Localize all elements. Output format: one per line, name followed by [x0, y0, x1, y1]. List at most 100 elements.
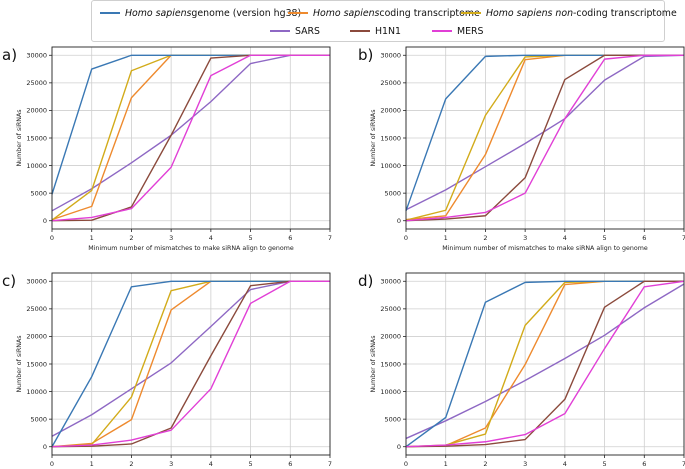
legend-label-rest: coding transcriptome: [379, 7, 480, 19]
legend-item-hg38: Homo sapiens genome (version hg38): [100, 6, 301, 20]
y-tick-label: 20000: [380, 333, 401, 341]
x-tick-label: 0: [404, 460, 408, 468]
y-tick-label: 30000: [380, 278, 401, 286]
y-axis-label: Number of siRNAs: [16, 109, 23, 166]
legend-swatch-sars: [270, 30, 290, 32]
y-tick-label: 10000: [26, 388, 47, 396]
x-tick-label: 5: [603, 234, 607, 242]
y-tick-label: 10000: [380, 162, 401, 170]
x-tick-label: 1: [444, 460, 448, 468]
legend-item-noncoding: Homo sapiens non -coding transcriptome: [461, 6, 677, 20]
x-tick-label: 7: [682, 234, 685, 242]
chart-panel-d: 01234567050001000015000200002500030000Mi…: [370, 272, 685, 468]
legend-label: H1N1: [375, 25, 401, 37]
x-tick-label: 7: [682, 460, 685, 468]
series-line-hg38: [405, 54, 684, 212]
series-line-sars: [51, 54, 330, 212]
x-tick-label: 7: [328, 460, 332, 468]
x-tick-label: 1: [90, 234, 94, 242]
y-tick-label: 10000: [26, 162, 47, 170]
x-tick-label: 2: [483, 460, 487, 468]
legend-label-italic: Homo sapiens: [125, 7, 192, 19]
series-line-sars: [405, 283, 685, 440]
y-tick-label: 15000: [26, 134, 47, 142]
y-tick-label: 20000: [26, 107, 47, 115]
x-tick-label: 0: [50, 460, 54, 468]
y-tick-label: 5000: [384, 189, 401, 197]
legend-item-sars: SARS: [270, 24, 320, 38]
chart-panel-c: 01234567050001000015000200002500030000Mi…: [16, 272, 332, 468]
y-tick-label: 25000: [26, 305, 47, 313]
series-line-coding: [51, 54, 330, 221]
y-tick-label: 10000: [380, 388, 401, 396]
series-line-mers: [51, 280, 330, 448]
y-tick-label: 5000: [30, 189, 47, 197]
series-line-mers: [405, 54, 684, 222]
x-tick-label: 6: [288, 234, 292, 242]
legend-swatch-mers: [432, 30, 452, 32]
legend-swatch-h1n1: [350, 30, 370, 32]
x-tick-label: 4: [209, 234, 213, 242]
x-tick-label: 2: [129, 234, 133, 242]
chart-panel-b: 0 1 2 3 4 5 6 7 0 5000 10000 15000 20000 25000 30000 Mi…: [370, 46, 685, 252]
series-line-mers: [405, 280, 685, 448]
y-tick-label: 25000: [380, 305, 401, 313]
y-tick-label: 15000: [26, 360, 47, 368]
legend: Homo sapiens genome (version hg38) Homo …: [91, 0, 677, 42]
y-tick-label: 15000: [380, 134, 401, 142]
x-tick-label: 3: [523, 460, 527, 468]
x-tick-label: 2: [483, 234, 487, 242]
x-tick-label: 2: [129, 460, 133, 468]
chart-panel-a: 0 1 2 3 4 5 6 7 0 5000 10000 15000 20000 25000 30000 Mi…: [16, 46, 332, 252]
y-tick-label: 30000: [26, 278, 47, 286]
x-tick-label: 0: [50, 234, 54, 242]
y-axis-label: Number of siRNAs: [370, 109, 377, 166]
x-tick-label: 3: [169, 234, 173, 242]
x-tick-label: 3: [169, 460, 173, 468]
legend-label-italic: Homo sapiens: [313, 7, 380, 19]
x-tick-label: 5: [603, 460, 607, 468]
y-tick-label: 20000: [380, 107, 401, 115]
panel-label-d: d): [358, 272, 374, 290]
series-line-hg38: [405, 280, 684, 448]
x-tick-label: 6: [642, 460, 646, 468]
series-line-hg38: [51, 280, 330, 448]
x-tick-label: 0: [404, 234, 408, 242]
panel-label-c: c): [2, 272, 17, 290]
x-tick-label: 4: [209, 460, 213, 468]
y-axis-label: Number of siRNAs: [16, 335, 23, 392]
y-tick-label: 0: [43, 217, 47, 225]
y-tick-label: 30000: [380, 52, 401, 60]
legend-label: MERS: [457, 25, 484, 37]
series-line-mers: [51, 54, 330, 222]
series-line-h1n1: [51, 280, 330, 448]
x-tick-label: 5: [249, 460, 253, 468]
y-tick-label: 0: [397, 443, 401, 451]
y-tick-label: 30000: [26, 52, 47, 60]
series-line-sars: [51, 280, 330, 437]
x-axis-label: Minimum number of mismatches to make siR…: [442, 245, 648, 252]
x-tick-label: 1: [444, 234, 448, 242]
legend-item-coding: Homo sapiens coding transcriptome: [288, 6, 480, 20]
legend-label-rest: -coding transcriptome: [573, 7, 677, 19]
legend-swatch-noncoding: [461, 12, 481, 14]
y-tick-label: 20000: [26, 333, 47, 341]
x-tick-label: 5: [249, 234, 253, 242]
y-tick-label: 15000: [380, 360, 401, 368]
series-line-sars: [405, 54, 685, 211]
legend-label-rest: genome (version hg38): [191, 7, 302, 19]
x-tick-label: 4: [563, 234, 567, 242]
x-tick-label: 1: [90, 460, 94, 468]
legend-swatch-coding: [288, 12, 308, 14]
legend-label: SARS: [295, 25, 321, 37]
y-axis-label: Number of siRNAs: [370, 335, 377, 392]
legend-label-italic-2: non: [555, 7, 574, 19]
series-line-h1n1: [405, 280, 684, 448]
y-tick-label: 0: [397, 217, 401, 225]
legend-label-italic: Homo sapiens: [486, 7, 553, 19]
x-tick-label: 6: [288, 460, 292, 468]
series-line-coding: [405, 54, 684, 221]
x-tick-label: 3: [523, 234, 527, 242]
x-axis-label: Minimum number of mismatches to make siR…: [88, 245, 294, 252]
